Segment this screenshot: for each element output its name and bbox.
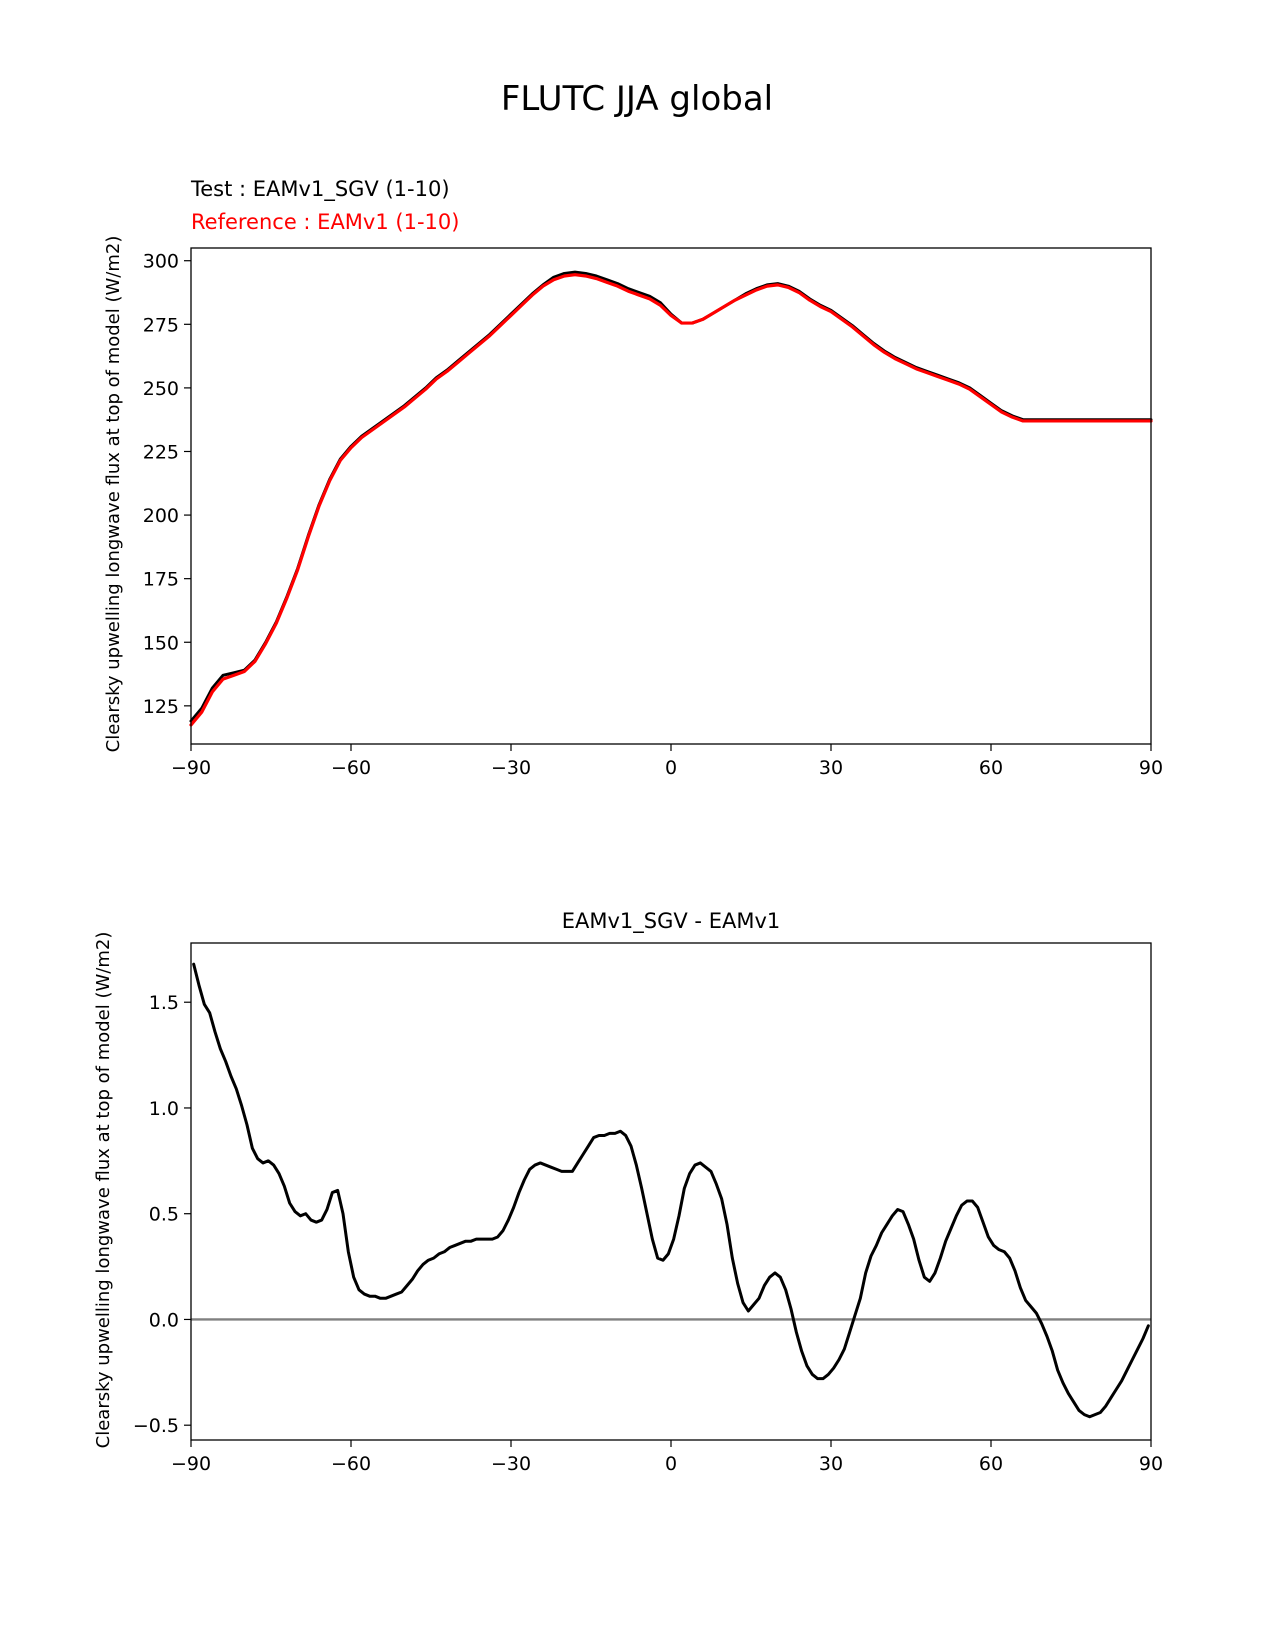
top-ytick-label: 250 <box>143 378 179 400</box>
top-series-group <box>189 270 1153 727</box>
bottom-ticks-group: −90 −60 −30 0 30 60 90 −0.5 0.0 0.5 1.0 1.5 <box>133 992 1163 1475</box>
bottom-xtick-label: 90 <box>1139 1453 1163 1475</box>
bottom-xtick-label: −60 <box>331 1453 371 1475</box>
top-xtick-label: 0 <box>665 757 677 779</box>
top-ytick-label: 275 <box>143 314 179 336</box>
reference-title: Reference : EAMv1 (1-10) <box>191 210 459 234</box>
bottom-ytick-label: 1.5 <box>149 992 179 1014</box>
top-ticks-group: −90 −60 −30 0 30 60 90 125 150 175 200 225 250 275 300 <box>143 251 1163 779</box>
series-line-eamv1-sgv <box>189 270 1153 723</box>
top-ytick-label: 300 <box>143 251 179 273</box>
bottom-xtick-label: −90 <box>171 1453 211 1475</box>
top-ytick-label: 175 <box>143 569 179 591</box>
top-xtick-label: −90 <box>171 757 211 779</box>
top-panel: Test : EAMv1_SGV (1-10) Reference : EAMv… <box>103 177 1163 779</box>
bottom-panel: EAMv1_SGV - EAMv1 Clearsky upwelling lon… <box>93 909 1163 1475</box>
top-ytick-label: 125 <box>143 696 179 718</box>
bottom-ylabel: Clearsky upwelling longwave flux at top … <box>93 932 114 1449</box>
bottom-xtick-label: 30 <box>819 1453 843 1475</box>
bottom-xtick-label: 0 <box>665 1453 677 1475</box>
series-line-eamv1 <box>189 273 1153 727</box>
top-xtick-label: −60 <box>331 757 371 779</box>
bottom-xtick-label: 60 <box>979 1453 1003 1475</box>
top-ytick-label: 225 <box>143 441 179 463</box>
figure-title: FLUTC JJA global <box>501 79 773 119</box>
difference-line <box>192 962 1150 1419</box>
test-title: Test : EAMv1_SGV (1-10) <box>190 177 450 202</box>
top-plot-frame <box>190 247 1152 745</box>
top-ytick-label: 150 <box>143 632 179 654</box>
top-xtick-label: 90 <box>1139 757 1163 779</box>
bottom-ytick-label: 0.0 <box>149 1309 179 1331</box>
bottom-ytick-label: 1.0 <box>149 1098 179 1120</box>
difference-title: EAMv1_SGV - EAMv1 <box>562 909 780 934</box>
top-xtick-label: 60 <box>979 757 1003 779</box>
top-xtick-label: −30 <box>491 757 531 779</box>
top-xtick-label: 30 <box>819 757 843 779</box>
bottom-series-group <box>191 962 1151 1419</box>
bottom-plot-frame <box>190 942 1152 1441</box>
top-ylabel: Clearsky upwelling longwave flux at top … <box>103 236 124 753</box>
bottom-ytick-label: −0.5 <box>133 1415 179 1437</box>
bottom-ytick-label: 0.5 <box>149 1204 179 1226</box>
top-ytick-label: 200 <box>143 505 179 527</box>
bottom-xtick-label: −30 <box>491 1453 531 1475</box>
